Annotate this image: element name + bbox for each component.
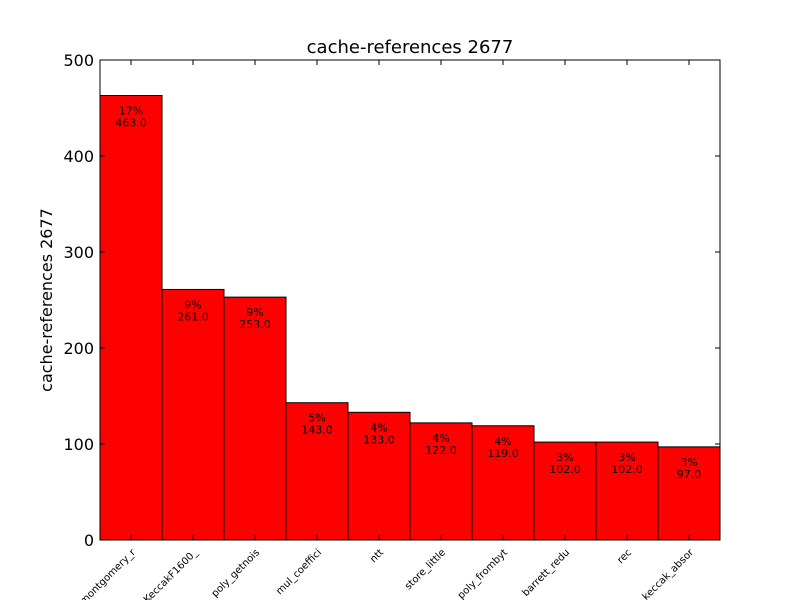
chart-title: cache-references 2677 <box>307 37 514 58</box>
bar-percent-label: 4% <box>432 432 449 445</box>
y-tick-label: 500 <box>63 51 94 70</box>
bar-percent-label: 5% <box>308 412 325 425</box>
bar-KeccakF1600_ <box>161 288 225 541</box>
bar-value-label: 143.0 <box>301 424 333 437</box>
bar-rec <box>595 441 659 541</box>
bar-poly_getnois <box>223 296 287 541</box>
bar-percent-label: 17% <box>119 105 143 118</box>
bar-percent-label: 4% <box>494 435 511 448</box>
bar-value-label: 119.0 <box>487 447 519 460</box>
bar-value-label: 122.0 <box>425 444 457 457</box>
y-tick-label: 0 <box>84 531 94 550</box>
bar-value-label: 133.0 <box>363 433 395 446</box>
bar-poly_frombyt <box>471 425 535 541</box>
bars-layer: 17%463.09%261.0 9%253.05%143.0 4%133.0 4%12… <box>99 95 721 541</box>
bar-value-label: 97.0 <box>677 468 702 481</box>
bar-value-label: 102.0 <box>549 463 581 476</box>
bar-montgomery_r <box>99 95 163 541</box>
y-tick-label: 100 <box>63 435 94 454</box>
bar-percent-label: 9% <box>246 306 263 319</box>
bar-value-label: 463.0 <box>115 117 147 130</box>
bar-percent-label: 3% <box>618 451 635 464</box>
bar-value-label: 102.0 <box>611 463 643 476</box>
y-tick-label: 300 <box>63 243 94 262</box>
bar-percent-label: 3% <box>556 451 573 464</box>
bar-percent-label: 4% <box>370 421 387 434</box>
bar-percent-label: 9% <box>184 298 201 311</box>
bar-value-label: 253.0 <box>239 318 271 331</box>
bar-percent-label: 3% <box>680 456 697 469</box>
y-tick-label: 200 <box>63 339 94 358</box>
bar-value-label: 261.0 <box>177 310 209 323</box>
y-axis-label: cache-references 2677 <box>37 208 56 392</box>
plot-frame <box>99 59 721 541</box>
y-tick-label: 400 <box>63 147 94 166</box>
bar-keccak_absor <box>657 446 721 541</box>
